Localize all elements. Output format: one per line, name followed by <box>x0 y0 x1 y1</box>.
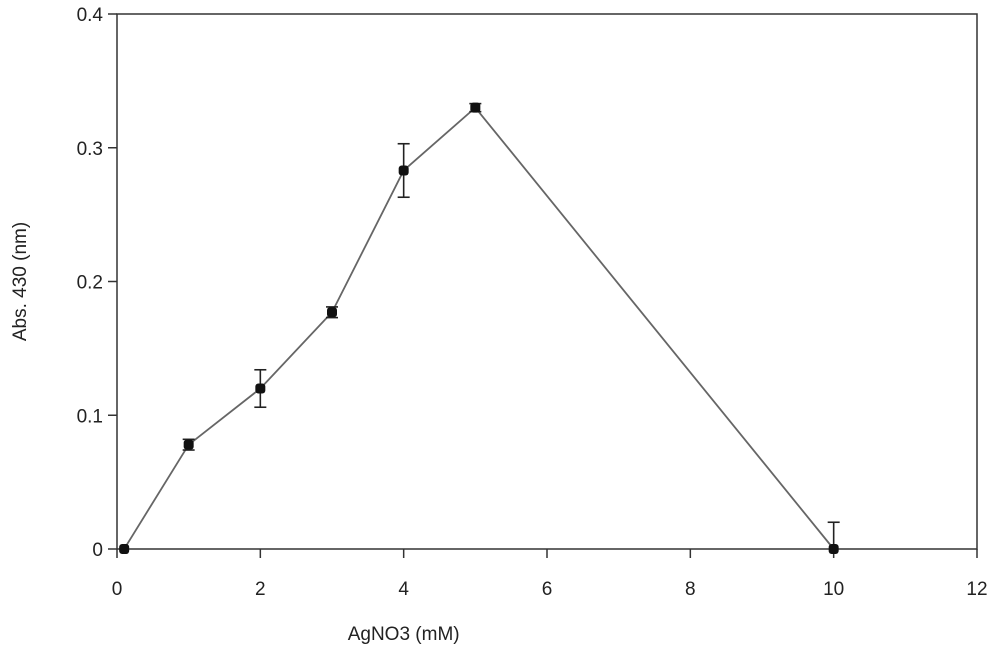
y-tick-label: 0 <box>92 540 103 561</box>
y-tick-label: 0.2 <box>77 273 103 294</box>
data-point <box>255 383 266 394</box>
x-tick-label: 8 <box>685 579 696 600</box>
x-tick-label: 6 <box>542 579 553 600</box>
axes <box>116 13 978 550</box>
y-tick-label: 0.4 <box>77 5 104 26</box>
data-point <box>119 544 130 554</box>
data-point <box>470 102 481 113</box>
y-axis: 0 0.1 0.2 0.3 0.4 <box>77 5 117 561</box>
x-tick-label: 12 <box>966 579 987 600</box>
data-series-line <box>123 106 835 550</box>
y-tick-label: 0.3 <box>77 139 103 160</box>
x-tick-label: 2 <box>255 579 266 600</box>
x-axis: 0 2 4 6 8 10 12 <box>112 549 988 600</box>
y-tick-label: 0.1 <box>77 406 103 427</box>
data-point <box>327 307 337 318</box>
x-tick-label: 10 <box>823 579 844 600</box>
data-point <box>828 544 839 554</box>
x-tick-label: 0 <box>112 579 123 600</box>
y-axis-title: Abs. 430 (nm) <box>10 222 31 341</box>
data-point <box>183 439 194 450</box>
data-point <box>398 165 409 176</box>
plot-area-frame <box>116 13 978 550</box>
series <box>119 102 840 554</box>
x-tick-label: 4 <box>398 579 409 600</box>
x-axis-title: AgNO3 (mM) <box>348 624 460 645</box>
